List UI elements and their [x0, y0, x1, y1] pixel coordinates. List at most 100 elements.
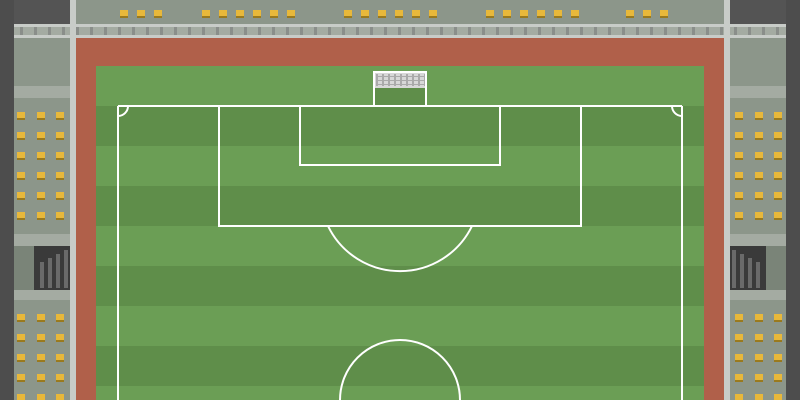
seat-icon — [137, 10, 145, 17]
seat-icon — [626, 10, 634, 17]
railing-post — [622, 27, 625, 35]
seat-icon — [735, 212, 743, 219]
seat-icon — [17, 374, 25, 381]
outer-wall-right — [786, 0, 800, 400]
player-tunnel-right — [724, 234, 786, 300]
railing-post — [580, 27, 583, 35]
seat-icon — [56, 334, 64, 341]
railing-post — [496, 27, 499, 35]
railing-post — [160, 27, 163, 35]
stand-top — [14, 0, 786, 38]
net-strand — [376, 84, 424, 85]
seat-icon — [755, 112, 763, 119]
penalty-arc — [327, 225, 473, 273]
railing-post — [286, 27, 289, 35]
seat-icon — [361, 10, 369, 17]
seat-icon — [755, 192, 763, 199]
seat-icon — [17, 192, 25, 199]
seat-icon — [17, 112, 25, 119]
grass-stripe — [96, 186, 704, 226]
railing-post — [426, 27, 429, 35]
stand-left — [14, 0, 76, 400]
seat-icon — [56, 172, 64, 179]
seat-icon — [520, 10, 528, 17]
corner-arc-right — [671, 105, 683, 117]
seat-icon — [378, 10, 386, 17]
seat-icon — [774, 152, 782, 159]
railing-post — [356, 27, 359, 35]
railing-post — [202, 27, 205, 35]
seat-icon — [37, 394, 45, 400]
railing-post — [762, 27, 765, 35]
railing-post — [118, 27, 121, 35]
seat-icon — [774, 394, 782, 400]
seat-icon — [755, 334, 763, 341]
railing-post — [720, 27, 723, 35]
railing-post — [76, 27, 79, 35]
railing-post — [594, 27, 597, 35]
railing-post — [258, 27, 261, 35]
player-tunnel-left — [14, 234, 76, 300]
railing-post — [90, 27, 93, 35]
railing-post — [734, 27, 737, 35]
seat-icon — [735, 132, 743, 139]
railing-post — [188, 27, 191, 35]
seat-icon — [56, 374, 64, 381]
railing-post — [104, 27, 107, 35]
seat-icon — [774, 172, 782, 179]
seat-icon — [202, 10, 210, 17]
stand-right-seats — [735, 112, 782, 400]
seat-icon — [56, 132, 64, 139]
railing-post — [20, 27, 23, 35]
seat-icon — [503, 10, 511, 17]
railing-bar — [14, 24, 786, 27]
grass-stripe — [96, 266, 704, 306]
corner-arc-left — [117, 105, 129, 117]
seat-icon — [37, 112, 45, 119]
goal-net-icon — [373, 71, 427, 107]
railing-post — [272, 27, 275, 35]
railing-post — [384, 27, 387, 35]
seat-icon — [735, 172, 743, 179]
railing-post — [412, 27, 415, 35]
seat-icon — [37, 374, 45, 381]
stand-top-railing — [14, 24, 786, 38]
seat-icon — [755, 314, 763, 321]
seat-icon — [120, 10, 128, 17]
seat-icon — [56, 192, 64, 199]
seat-icon — [774, 112, 782, 119]
seat-icon — [774, 374, 782, 381]
seat-icon — [755, 394, 763, 400]
seat-icon — [236, 10, 244, 17]
seat-icon — [37, 212, 45, 219]
railing-post — [62, 27, 65, 35]
railing-post — [692, 27, 695, 35]
seat-icon — [774, 132, 782, 139]
railing-post — [776, 27, 779, 35]
railing-post — [566, 27, 569, 35]
railing-post — [748, 27, 751, 35]
seat-icon — [37, 314, 45, 321]
seat-icon — [486, 10, 494, 17]
railing-post — [664, 27, 667, 35]
seat-icon — [37, 132, 45, 139]
railing-post — [370, 27, 373, 35]
seat-icon — [37, 354, 45, 361]
railing-post — [342, 27, 345, 35]
stand-top-seats — [120, 10, 668, 18]
seat-icon — [56, 394, 64, 400]
railing-post — [216, 27, 219, 35]
railing-post — [132, 27, 135, 35]
seat-icon — [37, 152, 45, 159]
railing-post — [510, 27, 513, 35]
seat-icon — [56, 212, 64, 219]
railing-bar — [14, 35, 786, 38]
seat-icon — [56, 152, 64, 159]
net-strand — [376, 80, 424, 81]
seat-icon — [17, 152, 25, 159]
railing-post — [230, 27, 233, 35]
railing-post — [146, 27, 149, 35]
seat-icon — [56, 354, 64, 361]
